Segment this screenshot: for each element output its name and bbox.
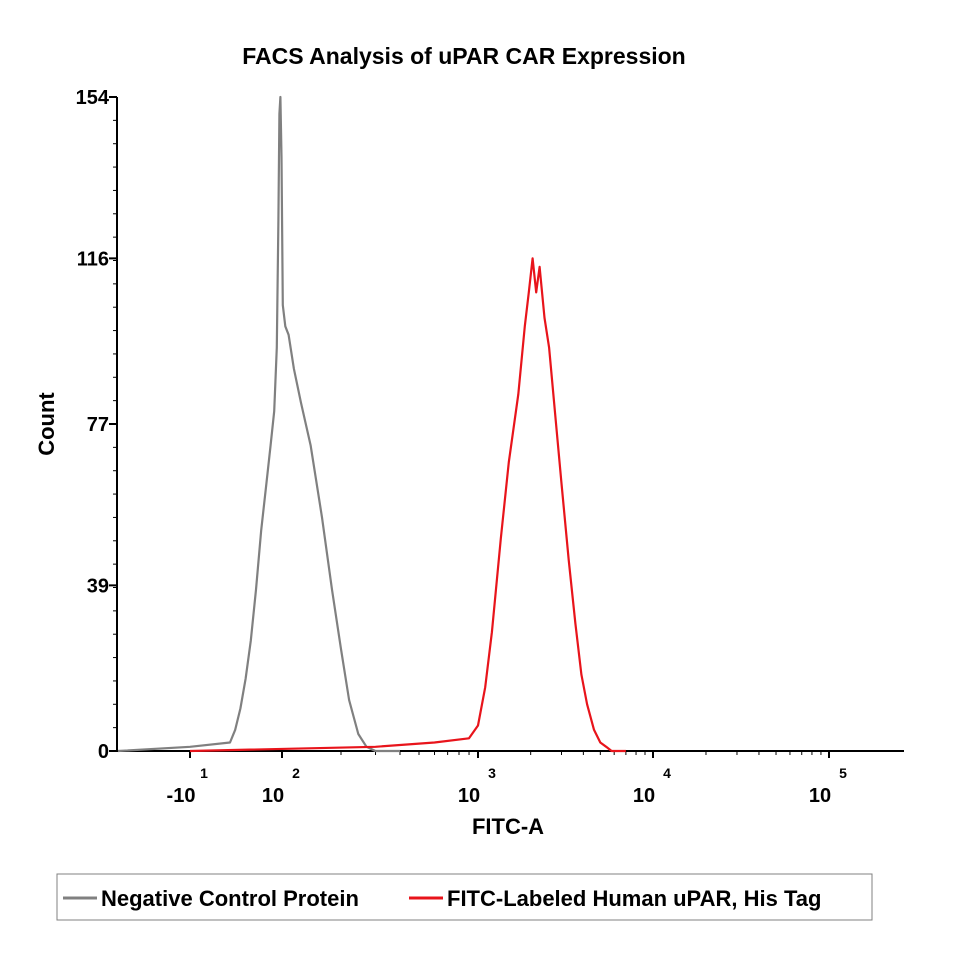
y-tick-label: 39 [87, 575, 109, 597]
legend-label-negative-control: Negative Control Protein [101, 886, 359, 911]
x-axis: -101 10 2 10 3 10 4 10 5 [117, 750, 904, 807]
chart-title: FACS Analysis of uPAR CAR Expression [242, 43, 685, 69]
x-tick-exponent: 4 [663, 765, 671, 781]
x-tick-exponent: 5 [839, 765, 847, 781]
y-tick-label: 154 [76, 87, 110, 109]
legend-label-fitc-uPAR: FITC-Labeled Human uPAR, His Tag [447, 886, 821, 911]
legend: Negative Control Protein FITC-Labeled Hu… [56, 873, 873, 921]
x-tick-label: 10 [458, 785, 480, 807]
x-tick-exponent: 2 [292, 765, 300, 781]
x-tick-label: -10 [167, 785, 196, 807]
y-tick-label: 77 [87, 414, 109, 436]
x-tick-label: 10 [262, 785, 284, 807]
x-tick-label: 10 [809, 785, 831, 807]
series-layer [117, 95, 626, 753]
y-axis-ticks: 0 39 77 116 154 [76, 87, 117, 763]
y-tick-label: 0 [98, 741, 109, 763]
x-axis-ticks: -101 10 2 10 3 10 4 10 5 [167, 751, 847, 807]
y-tick-label: 116 [77, 248, 109, 270]
x-axis-label: FITC-A [472, 814, 544, 839]
y-axis: 0 39 77 116 154 [76, 87, 118, 763]
x-tick-label: 10 [633, 785, 655, 807]
x-tick-exponent: 3 [488, 765, 496, 781]
series-line-0 [117, 95, 400, 753]
legend-box [56, 873, 873, 921]
x-tick-exponent: 1 [200, 765, 208, 781]
series-line-1 [189, 257, 626, 753]
y-axis-label: Count [34, 392, 59, 456]
